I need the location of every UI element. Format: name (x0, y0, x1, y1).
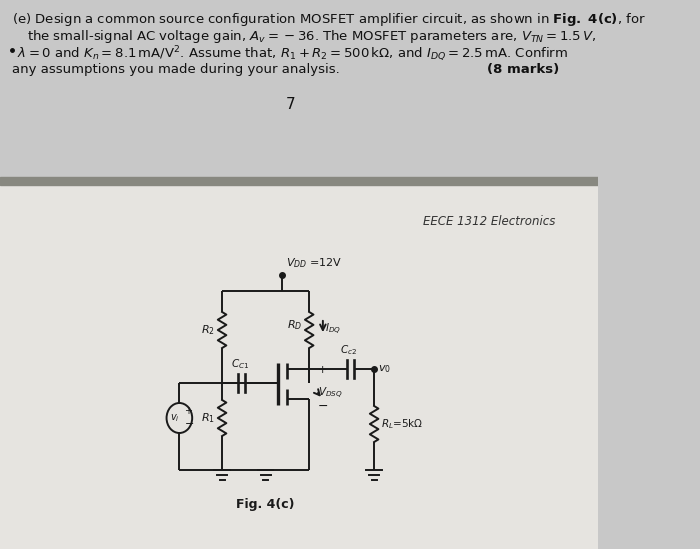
Bar (0, 177, 598, 185)
Text: +: + (318, 365, 327, 375)
Text: $V_{DSQ}$: $V_{DSQ}$ (318, 386, 342, 401)
Text: Fig. 4(c): Fig. 4(c) (237, 498, 295, 511)
Text: $R_2$: $R_2$ (202, 323, 215, 337)
Text: $C_{c2}$: $C_{c2}$ (340, 343, 357, 357)
Text: $\lambda = 0$ and $K_n = 8.1\,\mathrm{mA/V^2}$. Assume that, $R_1 + R_2 = 500\,\: $\lambda = 0$ and $K_n = 8.1\,\mathrm{mA… (17, 45, 568, 64)
Text: −: − (318, 400, 328, 412)
Text: EECE 1312 Electronics: EECE 1312 Electronics (423, 215, 555, 228)
Text: −: − (185, 419, 194, 429)
Text: $R_L$=5kΩ: $R_L$=5kΩ (381, 417, 424, 431)
Text: (8 marks): (8 marks) (487, 63, 559, 76)
Text: $v_i$: $v_i$ (170, 412, 180, 424)
Text: +: + (183, 406, 192, 416)
Text: 7: 7 (286, 97, 295, 112)
Text: any assumptions you made during your analysis.: any assumptions you made during your ana… (12, 63, 339, 76)
Text: $R_1$: $R_1$ (202, 411, 215, 425)
Bar (0, 0, 598, 185)
Text: $R_D$: $R_D$ (287, 318, 302, 332)
Text: $v_0$: $v_0$ (379, 363, 391, 375)
Text: the small-signal AC voltage gain, $A_v = -36$. The MOSFET parameters are, $V_{TN: the small-signal AC voltage gain, $A_v =… (27, 28, 597, 45)
Text: (e) Design a common source configuration MOSFET amplifier circuit, as shown in $: (e) Design a common source configuration… (12, 11, 645, 28)
Text: $C_{C1}$: $C_{C1}$ (231, 357, 249, 371)
Text: $I_{DQ}$: $I_{DQ}$ (326, 322, 342, 337)
Bar (0, 185, 598, 549)
Text: $V_{DD}$ =12V: $V_{DD}$ =12V (286, 256, 342, 270)
